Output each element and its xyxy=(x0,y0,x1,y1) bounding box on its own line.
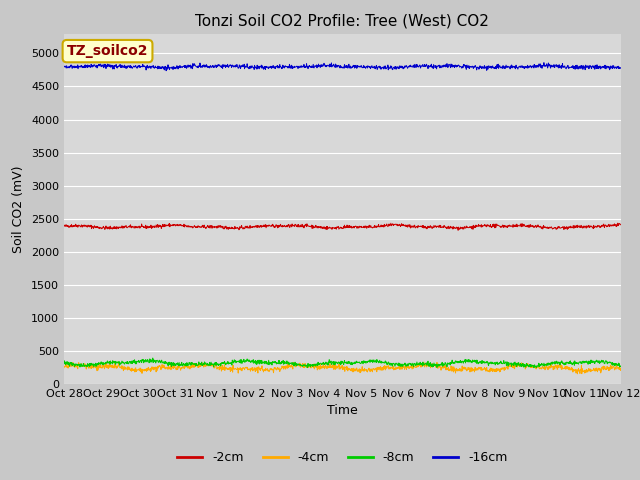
Line: -2cm: -2cm xyxy=(64,223,621,230)
-16cm xyxy=(60,64,68,70)
Line: -8cm: -8cm xyxy=(64,358,621,368)
-4cm xyxy=(103,364,111,370)
-16cm xyxy=(617,65,625,71)
-8cm xyxy=(60,360,68,366)
-16cm xyxy=(126,64,134,70)
-2cm xyxy=(614,220,621,226)
-2cm xyxy=(377,222,385,228)
-2cm xyxy=(296,222,304,228)
-8cm xyxy=(126,359,134,365)
-4cm xyxy=(420,359,428,365)
-2cm xyxy=(617,222,625,228)
-2cm xyxy=(103,225,111,231)
-8cm xyxy=(149,355,157,361)
-16cm xyxy=(378,66,385,72)
-2cm xyxy=(60,223,68,228)
-4cm xyxy=(617,366,625,372)
-2cm xyxy=(318,224,326,230)
Title: Tonzi Soil CO2 Profile: Tree (West) CO2: Tonzi Soil CO2 Profile: Tree (West) CO2 xyxy=(195,13,490,28)
-4cm xyxy=(573,371,581,377)
-4cm xyxy=(308,363,316,369)
-8cm xyxy=(530,365,538,371)
-8cm xyxy=(617,363,625,369)
-16cm xyxy=(163,68,170,73)
-4cm xyxy=(60,365,68,371)
-16cm xyxy=(308,64,316,70)
-4cm xyxy=(296,364,304,370)
-2cm xyxy=(308,222,316,228)
-4cm xyxy=(318,364,326,370)
-8cm xyxy=(318,361,326,367)
-16cm xyxy=(540,60,548,66)
Y-axis label: Soil CO2 (mV): Soil CO2 (mV) xyxy=(12,165,26,252)
-8cm xyxy=(297,361,305,367)
X-axis label: Time: Time xyxy=(327,405,358,418)
Line: -4cm: -4cm xyxy=(64,362,621,374)
-8cm xyxy=(103,359,111,364)
-8cm xyxy=(378,360,385,366)
Line: -16cm: -16cm xyxy=(64,63,621,71)
-4cm xyxy=(377,365,385,371)
-8cm xyxy=(308,361,316,367)
-16cm xyxy=(103,63,111,69)
Text: TZ_soilco2: TZ_soilco2 xyxy=(67,44,148,58)
Legend: -2cm, -4cm, -8cm, -16cm: -2cm, -4cm, -8cm, -16cm xyxy=(172,446,513,469)
-2cm xyxy=(126,223,134,228)
-16cm xyxy=(318,62,326,68)
-2cm xyxy=(454,228,462,233)
-4cm xyxy=(126,367,134,372)
-16cm xyxy=(297,63,305,69)
